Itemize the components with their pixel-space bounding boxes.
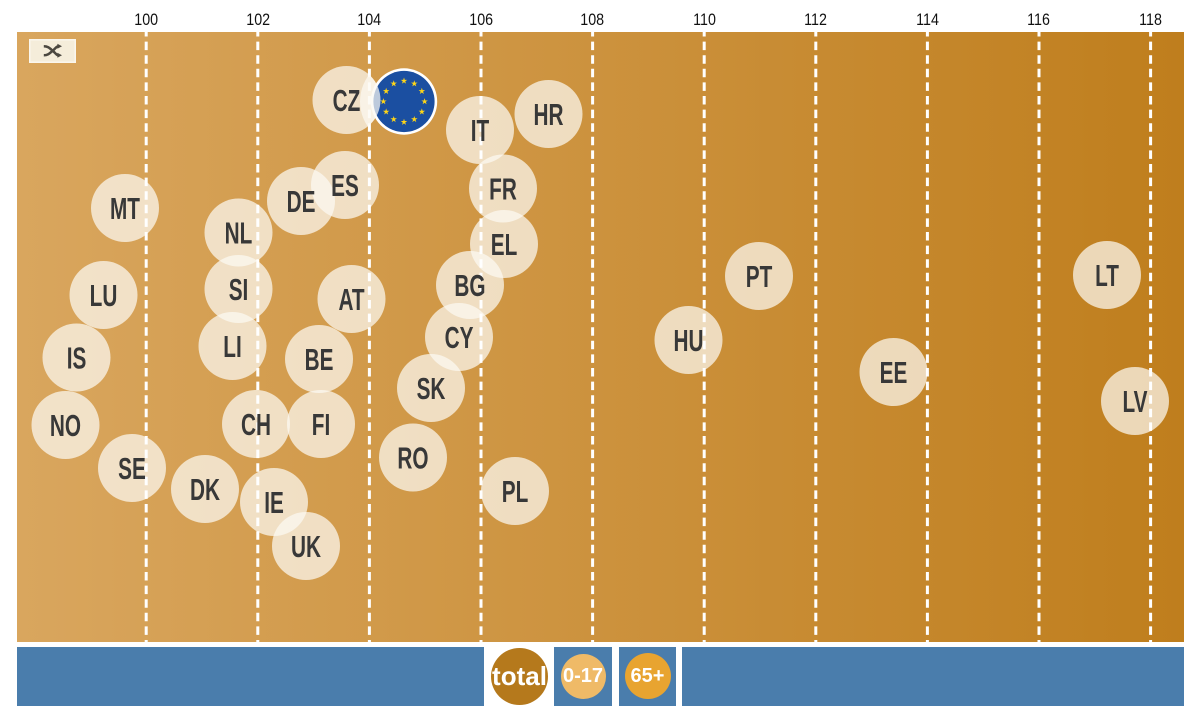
svg-text:SK: SK bbox=[417, 371, 446, 406]
svg-text:IE: IE bbox=[264, 485, 284, 520]
svg-text:RO: RO bbox=[397, 441, 428, 476]
svg-text:BE: BE bbox=[305, 342, 334, 377]
svg-text:DK: DK bbox=[190, 472, 220, 507]
svg-text:ES: ES bbox=[331, 168, 359, 203]
svg-text:IT: IT bbox=[471, 113, 489, 148]
svg-text:LU: LU bbox=[90, 278, 118, 313]
svg-text:CY: CY bbox=[445, 320, 474, 355]
svg-text:PT: PT bbox=[746, 259, 773, 294]
svg-text:PL: PL bbox=[502, 474, 529, 509]
svg-text:CH: CH bbox=[241, 407, 271, 442]
svg-text:AT: AT bbox=[338, 282, 364, 317]
svg-text:UK: UK bbox=[291, 529, 321, 564]
svg-text:FI: FI bbox=[312, 407, 330, 442]
svg-text:EL: EL bbox=[491, 227, 518, 262]
svg-text:DE: DE bbox=[287, 184, 316, 219]
svg-text:NL: NL bbox=[225, 216, 253, 251]
svg-text:BG: BG bbox=[454, 268, 485, 303]
svg-text:MT: MT bbox=[110, 191, 140, 226]
svg-text:SE: SE bbox=[118, 451, 146, 486]
svg-text:HR: HR bbox=[534, 97, 564, 132]
svg-text:LI: LI bbox=[223, 329, 241, 364]
svg-text:LT: LT bbox=[1095, 258, 1119, 293]
svg-text:NO: NO bbox=[50, 408, 81, 443]
svg-text:SI: SI bbox=[229, 272, 249, 307]
svg-text:IS: IS bbox=[67, 341, 87, 376]
svg-text:CZ: CZ bbox=[333, 83, 361, 118]
svg-text:EE: EE bbox=[880, 355, 908, 390]
svg-text:LV: LV bbox=[1123, 384, 1148, 419]
svg-text:FR: FR bbox=[489, 172, 517, 207]
svg-text:HU: HU bbox=[674, 323, 704, 358]
